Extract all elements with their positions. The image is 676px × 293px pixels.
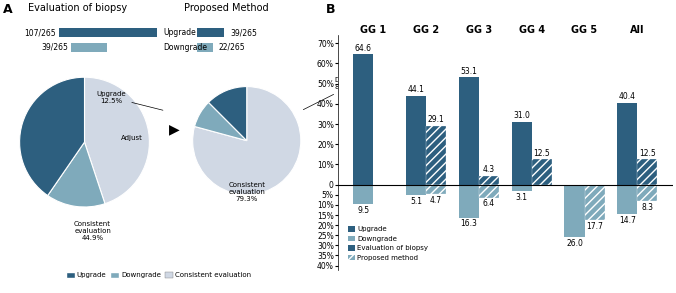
Bar [406,185,426,195]
Text: Upgrade: Upgrade [164,28,196,37]
Text: GG 3: GG 3 [466,25,492,35]
Text: 3.1: 3.1 [516,193,528,202]
Wedge shape [84,77,149,204]
Text: 29.1: 29.1 [428,115,445,124]
Text: GG 4: GG 4 [518,25,545,35]
Bar [197,28,224,37]
Wedge shape [208,86,247,141]
Text: B: B [326,3,335,16]
Text: All: All [630,25,645,35]
Bar [353,185,373,204]
Text: Adjust: Adjust [121,135,143,141]
Text: 8.3: 8.3 [642,203,654,212]
Wedge shape [195,102,247,141]
Bar [637,185,657,202]
Wedge shape [193,86,301,195]
Text: 16.3: 16.3 [460,219,477,228]
Wedge shape [20,77,84,195]
Text: 53.1: 53.1 [460,67,477,76]
Bar [353,54,373,185]
Text: 12.5: 12.5 [533,149,550,158]
Text: 39/265: 39/265 [41,43,68,52]
Bar [479,176,499,185]
Text: 31.0: 31.0 [513,111,530,120]
Legend: Upgrade, Downgrade, Evaluation of biopsy, Proposed method: Upgrade, Downgrade, Evaluation of biopsy… [345,224,431,264]
Text: 4.7: 4.7 [430,196,442,205]
Text: 39/265: 39/265 [231,28,258,37]
Bar [585,185,604,220]
Text: 22/265: 22/265 [219,43,245,52]
Bar [479,185,499,197]
Text: GG 1: GG 1 [360,25,387,35]
Text: 107/265: 107/265 [24,28,56,37]
Bar [406,96,426,185]
Text: A: A [3,3,13,16]
Text: 14.7: 14.7 [619,216,635,225]
Text: Downgrade: Downgrade [164,43,208,52]
Wedge shape [48,142,105,207]
Legend: Upgrade, Downgrade, Consistent evaluation: Upgrade, Downgrade, Consistent evaluatio… [64,270,254,281]
Text: 40.4: 40.4 [619,92,636,101]
Text: Consistent
evaluation
44.9%: Consistent evaluation 44.9% [74,221,111,241]
Bar [512,185,532,191]
Text: 9.5: 9.5 [357,205,369,214]
Text: 5.1: 5.1 [410,197,422,206]
Text: Consistent
evaluation
79.3%: Consistent evaluation 79.3% [228,182,265,202]
Text: ▶: ▶ [169,122,180,136]
Text: Proposed Method: Proposed Method [184,3,269,13]
Text: 26.0: 26.0 [566,239,583,248]
Bar [637,159,657,185]
Bar [459,77,479,185]
Bar [532,159,552,185]
Bar [459,185,479,218]
Text: Evaluation of biopsy: Evaluation of biopsy [28,3,127,13]
Text: Upgrade
12.5%: Upgrade 12.5% [97,91,163,110]
Bar [564,185,585,237]
Text: 12.5: 12.5 [639,149,656,158]
Bar [617,185,637,214]
Text: 44.1: 44.1 [408,85,425,94]
Bar [59,28,158,37]
Bar [426,185,446,194]
Text: 64.6: 64.6 [355,44,372,52]
Text: 17.7: 17.7 [586,222,603,231]
Text: GG 2: GG 2 [413,25,439,35]
Bar [426,126,446,185]
Text: 6.4: 6.4 [483,199,495,208]
Bar [512,122,532,185]
Text: 4.3: 4.3 [483,165,495,174]
Bar [72,43,107,52]
Bar [617,103,637,185]
Bar [197,43,213,52]
Text: Downgrade
8.3%: Downgrade 8.3% [304,77,375,110]
Text: GG 5: GG 5 [571,25,598,35]
